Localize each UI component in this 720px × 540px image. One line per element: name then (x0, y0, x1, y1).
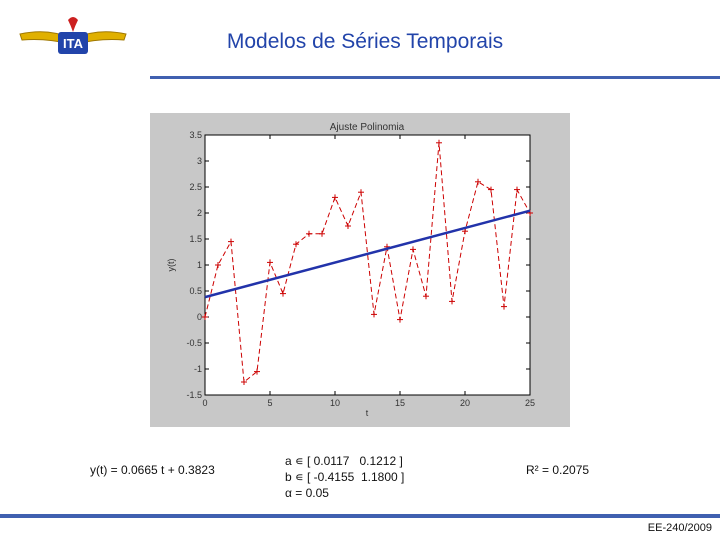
data-point (254, 368, 260, 375)
param-b-interval: b ∊ [ -0.4155 1.1800 ] (285, 470, 405, 484)
y-tick-label: 1 (197, 260, 202, 270)
data-point (514, 186, 520, 193)
x-tick-label: 25 (525, 398, 535, 408)
data-point (436, 139, 442, 146)
x-tick-label: 0 (202, 398, 207, 408)
data-point (228, 238, 234, 245)
y-tick-label: 0 (197, 312, 202, 322)
data-point (371, 311, 377, 318)
y-tick-label: 3.5 (189, 130, 202, 140)
data-series-line (204, 142, 531, 383)
data-point (475, 178, 481, 185)
x-tick-label: 10 (330, 398, 340, 408)
data-point (293, 241, 299, 248)
chart: Ajuste Polinomia t y(t) 0 5 10 15 20 25-1.5-1… (166, 122, 535, 418)
data-point (215, 262, 221, 268)
x-axis-label: t (366, 408, 369, 418)
param-a-interval: a ∊ [ 0.0117 0.1212 ] (285, 454, 403, 468)
data-point (345, 223, 351, 229)
y-tick-label: -1 (194, 364, 202, 374)
plot-area (204, 134, 531, 396)
confidence-intervals: a ∊ [ 0.0117 0.1212 ] b ∊ [ -0.4155 1.18… (285, 453, 404, 501)
logo-text: ITA (63, 36, 84, 51)
page-title: Modelos de Séries Temporais (226, 30, 504, 53)
x-tick-label: 20 (460, 398, 470, 408)
x-tick-label: 5 (267, 398, 272, 408)
data-point (410, 246, 416, 253)
x-tick-label: 15 (395, 398, 405, 408)
data-point (449, 298, 455, 305)
y-tick-label: -0.5 (186, 338, 202, 348)
r-squared: R² = 0.2075 (526, 463, 590, 477)
footer-divider (0, 514, 720, 518)
data-point (267, 259, 273, 266)
title-divider (150, 76, 720, 79)
chart-title: Ajuste Polinomia (330, 122, 405, 133)
alpha-value: α = 0.05 (285, 486, 329, 500)
data-point (280, 290, 286, 297)
y-axis-label: y(t) (166, 259, 176, 272)
data-point (501, 303, 507, 310)
y-tick-label: 2 (197, 208, 202, 218)
data-point (319, 230, 325, 237)
course-code: EE-240/2009 (647, 522, 712, 534)
regression-equation: y(t) = 0.0665 t + 0.3823 (90, 463, 215, 477)
chart-container: Ajuste Polinomia t y(t) 0 5 10 15 20 25 -1.5 -1… (150, 113, 570, 427)
y-tick-label: 0.5 (189, 286, 202, 296)
y-tick-label: -1.5 (186, 390, 202, 400)
data-point (358, 189, 364, 196)
data-point (397, 316, 403, 323)
data-point (241, 379, 247, 385)
y-tick-label: 2.5 (189, 182, 202, 192)
data-point (488, 186, 494, 193)
y-tick-label: 1.5 (189, 234, 202, 244)
data-point (423, 293, 429, 300)
ita-logo: ITA (19, 17, 127, 54)
data-point (202, 314, 208, 320)
y-tick-label: 3 (197, 156, 202, 166)
data-point (306, 230, 312, 237)
fit-line (204, 209, 531, 299)
data-point (332, 194, 338, 201)
